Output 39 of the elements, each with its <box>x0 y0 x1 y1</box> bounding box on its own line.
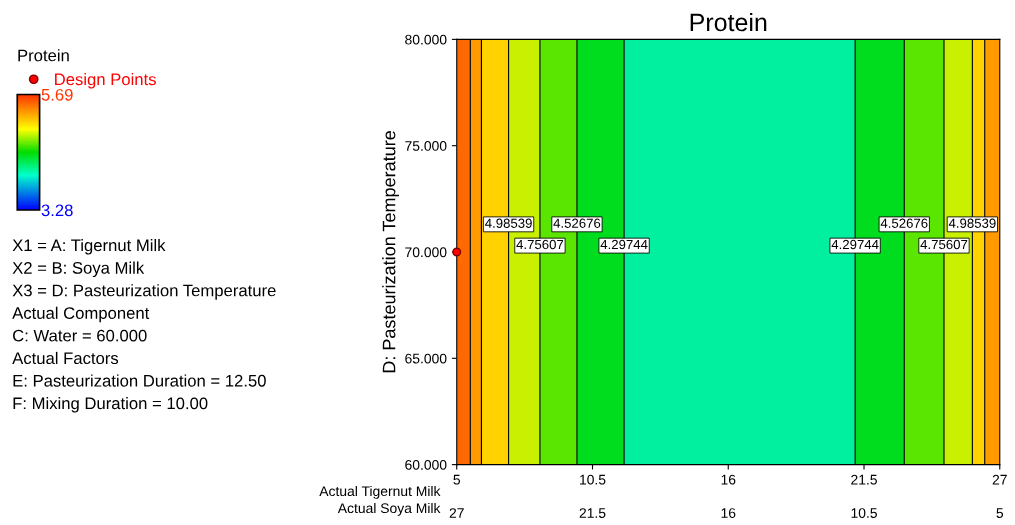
text: X3 = D: Pasteurization Temperature <box>12 284 276 300</box>
x2-tick-label: 27 <box>449 508 464 518</box>
color-bar-label: 5.69 <box>41 88 73 101</box>
annotation: 4.75607 <box>516 239 564 250</box>
x2-tick-label: 10.5 <box>851 508 877 518</box>
annotation: 4.29744 <box>831 239 879 250</box>
y-tick-label: 75.000 <box>405 141 447 151</box>
text: X1 = A: Tigernut Milk <box>12 238 166 255</box>
y-tick-label: 65.000 <box>405 353 447 364</box>
text: Actual Factors <box>12 351 119 365</box>
chart-title: Protein <box>690 12 767 32</box>
legend-label: Design Points <box>55 72 156 89</box>
text: E: Pasteurization Duration = 12.50 <box>13 374 266 387</box>
x2-tick-label: 16 <box>721 508 736 518</box>
x2-axis-title: Actual Soya Milk <box>337 502 441 516</box>
annotation: 4.52676 <box>553 218 601 228</box>
text: Actual Component <box>12 306 150 323</box>
x-tick-label: 10.5 <box>580 474 606 485</box>
text: C: Water = 60.000 <box>13 329 147 342</box>
y-tick-label: 70.000 <box>405 247 447 258</box>
text: F: Mixing Duration = 10.00 <box>13 397 208 413</box>
y-tick-label: 80.000 <box>405 34 447 45</box>
legend-title: Protein <box>18 49 69 62</box>
annotation: 4.75607 <box>920 239 968 250</box>
x-axis-title: Actual Tigernut Milk <box>319 485 441 499</box>
x-tick-label: 27 <box>992 474 1007 485</box>
annotation: 4.52676 <box>880 218 928 228</box>
annotation: 4.98539 <box>485 218 532 228</box>
y-tick-label: 60.000 <box>405 459 447 470</box>
x2-tick-label: 21.5 <box>579 508 606 518</box>
text: X2 = B: Soya Milk <box>12 261 145 278</box>
x2-tick-label: 5 <box>996 508 1004 518</box>
x-tick-label: 21.5 <box>851 474 877 485</box>
annotation: 4.98539 <box>948 218 996 228</box>
x-tick-label: 5 <box>453 474 461 485</box>
annotation: 4.29744 <box>600 239 648 250</box>
color-bar-label: 3.28 <box>41 204 73 217</box>
x-tick-label: 16 <box>721 474 736 485</box>
y-axis-title: D: Pasteurization Temperature <box>382 131 399 373</box>
